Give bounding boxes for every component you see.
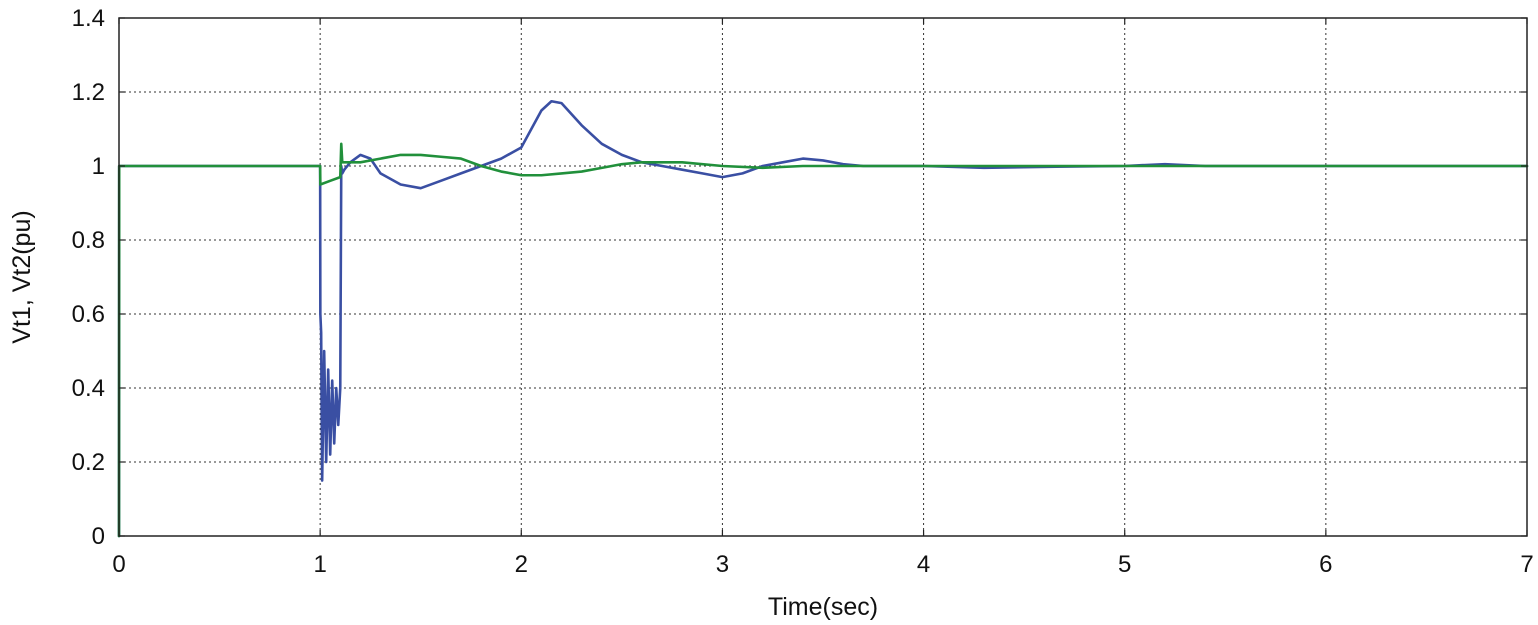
x-tick-labels: 0 1 2 3 4 5 6 7	[112, 18, 1534, 578]
y-tick-labels: 0 0.2 0.4 0.6 0.8 1 1.2 1.4	[72, 5, 1527, 550]
series-layer	[117, 99, 1529, 538]
x-tick-label: 7	[1520, 551, 1533, 578]
x-axis-label: Time(sec)	[768, 593, 878, 621]
grid	[119, 18, 1527, 536]
x-tick-label: 4	[917, 551, 930, 578]
series-line-1	[117, 99, 1529, 538]
plot-frame	[118, 17, 1528, 537]
y-tick-label: 1	[92, 153, 105, 180]
y-tick-label: 1.2	[72, 79, 105, 106]
y-tick-label: 0.6	[72, 301, 105, 328]
y-tick-label: 1.4	[72, 5, 105, 32]
y-tick-label: 0.4	[72, 375, 105, 402]
x-tick-label: 5	[1118, 551, 1131, 578]
y-tick-label: 0	[92, 523, 105, 550]
x-tick-label: 1	[313, 551, 326, 578]
x-tick-label: 0	[112, 551, 125, 578]
x-tick-label: 2	[515, 551, 528, 578]
y-tick-label: 0.2	[72, 449, 105, 476]
y-tick-label: 0.8	[72, 227, 105, 254]
x-tick-label: 3	[716, 551, 729, 578]
x-tick-label: 6	[1319, 551, 1332, 578]
series-line-2	[117, 142, 1529, 538]
y-axis-label: Vt1, Vt2(pu)	[8, 210, 36, 343]
